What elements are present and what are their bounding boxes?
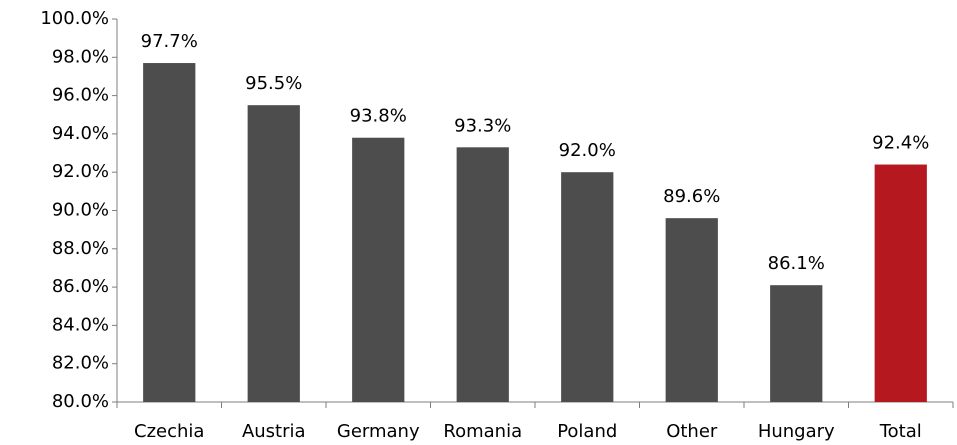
x-tick-label: Hungary xyxy=(758,421,835,442)
x-tick-label: Romania xyxy=(443,421,522,442)
value-label: 93.8% xyxy=(350,106,407,127)
y-tick-label: 100.0% xyxy=(40,8,109,29)
y-tick-label: 86.0% xyxy=(52,276,109,297)
value-label: 86.1% xyxy=(768,253,825,274)
x-tick-label: Czechia xyxy=(134,421,204,442)
value-label: 93.3% xyxy=(454,115,511,136)
bar xyxy=(874,164,927,402)
value-label: 97.7% xyxy=(141,31,198,52)
bar xyxy=(247,105,300,403)
value-label: 95.5% xyxy=(245,73,302,94)
y-tick-label: 88.0% xyxy=(52,238,109,259)
y-tick-label: 94.0% xyxy=(52,123,109,144)
y-tick-label: 80.0% xyxy=(52,391,109,412)
y-tick-label: 96.0% xyxy=(52,85,109,106)
value-label: 92.4% xyxy=(872,133,929,154)
bar xyxy=(770,285,823,402)
bar xyxy=(456,147,509,402)
y-tick-label: 92.0% xyxy=(52,161,109,182)
value-label: 92.0% xyxy=(559,140,616,161)
x-tick-label: Poland xyxy=(557,421,617,442)
x-tick-label: Austria xyxy=(242,421,306,442)
bar xyxy=(561,172,614,402)
x-tick-label: Other xyxy=(666,421,718,442)
y-tick-label: 84.0% xyxy=(52,314,109,335)
bar xyxy=(352,137,405,403)
bar xyxy=(665,218,718,402)
y-tick-label: 98.0% xyxy=(52,46,109,67)
bar xyxy=(143,63,196,403)
y-tick-label: 82.0% xyxy=(52,353,109,374)
y-tick-label: 90.0% xyxy=(52,200,109,221)
x-tick-label: Germany xyxy=(337,421,420,442)
value-label: 89.6% xyxy=(663,186,720,207)
x-tick-label: Total xyxy=(879,421,922,442)
